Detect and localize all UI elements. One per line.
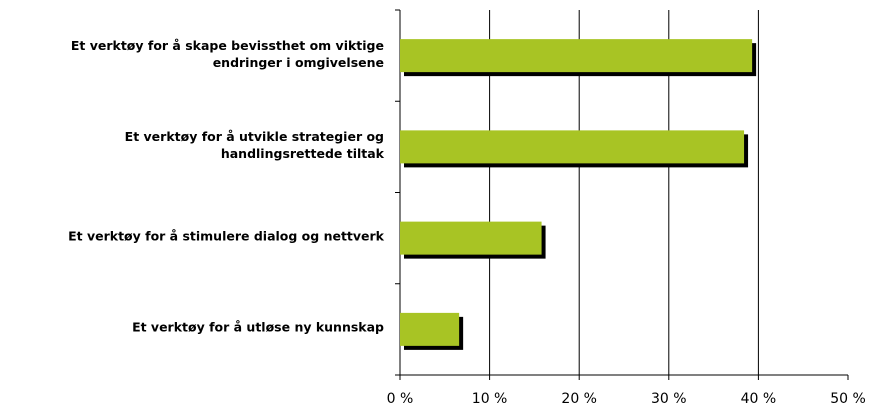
bar bbox=[400, 130, 745, 164]
y-tick-label: Et verktøy for å utvikle strategier og h… bbox=[124, 128, 384, 161]
bar bbox=[400, 39, 753, 73]
y-tick-label: Et verktøy for å utløse ny kunnskap bbox=[132, 319, 384, 335]
y-tick-label: Et verktøy for å skape bevissthet om vik… bbox=[70, 37, 384, 70]
x-tick-label: 40 % bbox=[741, 391, 777, 407]
x-tick-label: 20 % bbox=[561, 391, 597, 407]
y-tick-label: Et verktøy for å stimulere dialog og net… bbox=[68, 228, 384, 244]
x-tick-label: 30 % bbox=[651, 391, 687, 407]
x-tick-label: 50 % bbox=[830, 391, 866, 407]
x-tick-label: 0 % bbox=[387, 391, 414, 407]
bar bbox=[400, 221, 542, 255]
bar bbox=[400, 312, 460, 346]
x-tick-label: 10 % bbox=[472, 391, 508, 407]
